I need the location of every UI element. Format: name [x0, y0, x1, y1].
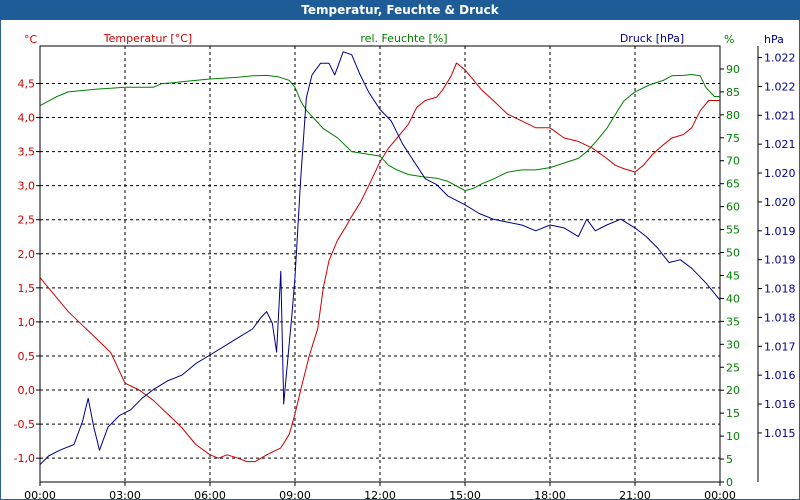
hum-tick-label: 25 [726, 361, 740, 374]
pressure-tick-label: 1.018 [764, 311, 796, 324]
temp-tick-label: 0,0 [18, 384, 36, 397]
hum-tick-label: 70 [726, 155, 740, 168]
pressure-unit: hPa [764, 33, 784, 46]
temp-tick-label: 3,0 [18, 180, 36, 193]
x-tick-time: 06:00 [194, 489, 226, 500]
x-tick-time: 12:00 [364, 489, 396, 500]
hum-tick-label: 0 [726, 476, 733, 489]
hum-tick-label: 50 [726, 247, 740, 260]
hum-tick-label: 35 [726, 315, 740, 328]
hum-tick-label: 55 [726, 224, 740, 237]
temp-tick-label: 2,0 [18, 248, 36, 261]
temp-tick-label: 3,5 [18, 146, 36, 159]
grid [40, 46, 720, 482]
hum-tick-label: 5 [726, 453, 733, 466]
hum-tick-label: 75 [726, 132, 740, 145]
x-tick-time: 09:00 [279, 489, 311, 500]
hum-tick-label: 80 [726, 109, 740, 122]
pressure-tick-label: 1.022 [764, 80, 796, 93]
pressure-tick-label: 1.021 [764, 109, 796, 122]
pressure-tick-label: 1.022 [764, 52, 796, 65]
series-line-humidity [39, 74, 720, 192]
temp-tick-label: 4,5 [18, 77, 36, 90]
x-tick-time: 00:00 [24, 489, 56, 500]
pressure-tick-label: 1.019 [764, 225, 796, 238]
pressure-tick-label: 1.020 [764, 167, 796, 180]
pressure-tick-label: 1.015 [764, 427, 796, 440]
hum-tick-label: 30 [726, 338, 740, 351]
pressure-axis-title: Druck [hPa] [620, 32, 684, 45]
hum-tick-label: 90 [726, 63, 740, 76]
pressure-tick-label: 1.021 [764, 138, 796, 151]
x-tick-time: 21:00 [619, 489, 651, 500]
temp-tick-label: 0,5 [18, 350, 36, 363]
temp-tick-label: 4,0 [18, 112, 36, 125]
pressure-tick-label: 1.018 [764, 283, 796, 296]
axes [36, 46, 762, 486]
hum-tick-label: 20 [726, 384, 740, 397]
series-line-pressure [39, 51, 721, 466]
x-tick-time: 15:00 [449, 489, 481, 500]
hum-tick-label: 15 [726, 407, 740, 420]
x-tick-time: 03:00 [109, 489, 141, 500]
hum-tick-label: 65 [726, 178, 740, 191]
hum-tick-label: 10 [726, 430, 740, 443]
temp-tick-label: 1,5 [18, 282, 36, 295]
pressure-tick-label: 1.016 [764, 369, 796, 382]
pressure-tick-label: 1.016 [764, 398, 796, 411]
hum-unit: % [724, 33, 734, 46]
temp-tick-label: 2,5 [18, 214, 36, 227]
pressure-tick-label: 1.017 [764, 340, 796, 353]
hum-tick-label: 85 [726, 86, 740, 99]
window-title: Temperatur, Feuchte & Druck [0, 0, 800, 20]
hum-tick-label: 45 [726, 269, 740, 282]
pressure-tick-label: 1.019 [764, 254, 796, 267]
temp-unit: °C [24, 33, 38, 46]
series-layer [39, 51, 721, 466]
pressure-tick-label: 1.020 [764, 196, 796, 209]
chart-area: 00:0014.11.1603:0014.11.1606:0014.11.160… [14, 32, 796, 500]
temp-tick-label: -1,0 [14, 452, 35, 465]
label-layer: 00:0014.11.1603:0014.11.1606:0014.11.160… [14, 32, 796, 500]
hum-axis-title: rel. Feuchte [%] [360, 32, 447, 45]
temp-tick-label: -0,5 [14, 418, 35, 431]
series-line-temperature [39, 62, 720, 463]
x-tick-time: 00:00 [704, 489, 736, 500]
x-tick-time: 18:00 [534, 489, 566, 500]
hum-tick-label: 40 [726, 292, 740, 305]
temp-tick-label: 1,0 [18, 316, 36, 329]
hum-tick-label: 60 [726, 201, 740, 214]
temp-axis-title: Temperatur [°C] [103, 32, 192, 45]
